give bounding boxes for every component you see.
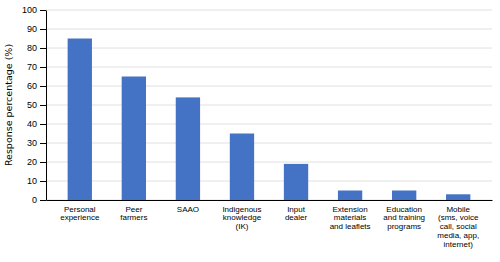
tick-label: 10: [27, 176, 37, 186]
tick-mark: [40, 10, 46, 11]
grid-line: [46, 162, 492, 163]
tick-label-line: call, social: [440, 222, 477, 231]
grid: [46, 10, 492, 200]
tick-label-line: dealer: [285, 213, 308, 222]
tick-label: Educationand trainingprograms: [383, 205, 425, 232]
tick-label: 0: [32, 195, 37, 205]
grid-line: [46, 29, 492, 30]
tick: 10: [27, 176, 46, 186]
bars: [68, 39, 471, 201]
tick-label: Extensionmaterialsand leaflets: [330, 205, 371, 232]
tick: 100: [22, 5, 46, 15]
x-axis: Personalexperience Peerfarmers SAAO Indigen…: [47, 201, 493, 249]
y-axis: 0 10 20 30 40 50 60 70 80 90 100: [22, 5, 47, 205]
tick: Peerfarmers: [120, 205, 147, 223]
tick-label: Peerfarmers: [120, 205, 147, 223]
tick: 60: [27, 81, 46, 91]
chart: 0 10 20 30 40 50 60 70 80 90 100 Personalexperience…: [0, 0, 500, 262]
tick-label: 90: [27, 24, 37, 34]
tick: 80: [27, 43, 46, 53]
tick-label-line: Peer: [125, 205, 142, 214]
bar: [122, 77, 146, 201]
tick-label: Inputdealer: [285, 205, 308, 223]
grid-line: [46, 181, 492, 182]
tick-mark: [40, 162, 46, 163]
tick-label-line: experience: [60, 213, 100, 222]
bar: [68, 39, 92, 201]
tick-label-line: internet): [444, 240, 474, 249]
tick-label-line: Personal: [64, 205, 96, 214]
tick-mark: [40, 86, 46, 87]
bar: [392, 191, 416, 201]
tick-mark: [40, 200, 46, 201]
tick-label-line: programs: [387, 222, 421, 231]
tick-label-line: Indigenous: [222, 205, 261, 214]
tick-label: 30: [27, 138, 37, 148]
tick-label-line: Input: [287, 205, 306, 214]
grid-line: [46, 143, 492, 144]
tick-mark: [40, 29, 46, 30]
tick-label: Indigenousknowledge(IK): [222, 205, 261, 232]
tick-label: 60: [27, 81, 37, 91]
tick-label-line: media, app,: [437, 231, 479, 240]
tick-label: SAAO: [177, 205, 199, 214]
grid-line: [46, 86, 492, 87]
tick: Mobile(sms, voicecall, socialmedia, app,…: [437, 205, 479, 249]
tick-label-line: and leaflets: [330, 222, 371, 231]
grid-line: [46, 48, 492, 49]
grid-line: [46, 10, 492, 11]
tick: 70: [27, 62, 46, 72]
tick-mark: [40, 48, 46, 49]
tick-label-line: farmers: [120, 213, 147, 222]
tick: 30: [27, 138, 46, 148]
tick-mark: [40, 105, 46, 106]
tick: Inputdealer: [285, 205, 308, 223]
bar: [176, 97, 200, 200]
tick: Indigenousknowledge(IK): [222, 205, 261, 232]
tick-label-line: Education: [386, 205, 422, 214]
tick-label: Personalexperience: [60, 205, 100, 223]
tick-mark: [40, 67, 46, 68]
bar: [338, 191, 362, 201]
y-axis-title: Response percentage (%): [3, 44, 14, 166]
grid-line: [46, 67, 492, 68]
tick: Extensionmaterialsand leaflets: [330, 205, 371, 232]
tick-label-line: materials: [334, 213, 366, 222]
axis-line: [46, 11, 47, 201]
tick: 0: [32, 195, 46, 205]
tick: 90: [27, 24, 46, 34]
tick-mark: [40, 124, 46, 125]
tick-label: 40: [27, 119, 37, 129]
tick-label: 100: [22, 5, 37, 15]
tick-label: Mobile(sms, voicecall, socialmedia, app,…: [437, 205, 479, 249]
tick: 20: [27, 157, 46, 167]
tick: 50: [27, 100, 46, 110]
grid-line: [46, 105, 492, 106]
tick-label: 80: [27, 43, 37, 53]
tick-label-line: knowledge: [223, 213, 262, 222]
tick: Educationand trainingprograms: [383, 205, 425, 232]
tick-label: 70: [27, 62, 37, 72]
axis-line: [47, 200, 493, 201]
tick-label-line: SAAO: [177, 205, 199, 214]
tick-label-line: Extension: [333, 205, 368, 214]
tick-mark: [40, 143, 46, 144]
plot: 0 10 20 30 40 50 60 70 80 90 100 Personalexperience…: [22, 5, 493, 249]
tick-label-line: Mobile: [446, 205, 470, 214]
tick-label-line: (sms, voice: [438, 213, 479, 222]
bar: [230, 134, 254, 201]
tick-mark: [40, 181, 46, 182]
tick: 40: [27, 119, 46, 129]
bar: [284, 164, 308, 200]
grid-line: [46, 124, 492, 125]
tick-label: 20: [27, 157, 37, 167]
grid-line: [46, 200, 492, 201]
tick: SAAO: [177, 205, 199, 214]
tick: Personalexperience: [60, 205, 100, 223]
tick-label-line: and training: [383, 213, 425, 222]
tick-label: 50: [27, 100, 37, 110]
tick-label-line: (IK): [236, 222, 249, 231]
bar: [446, 194, 470, 200]
